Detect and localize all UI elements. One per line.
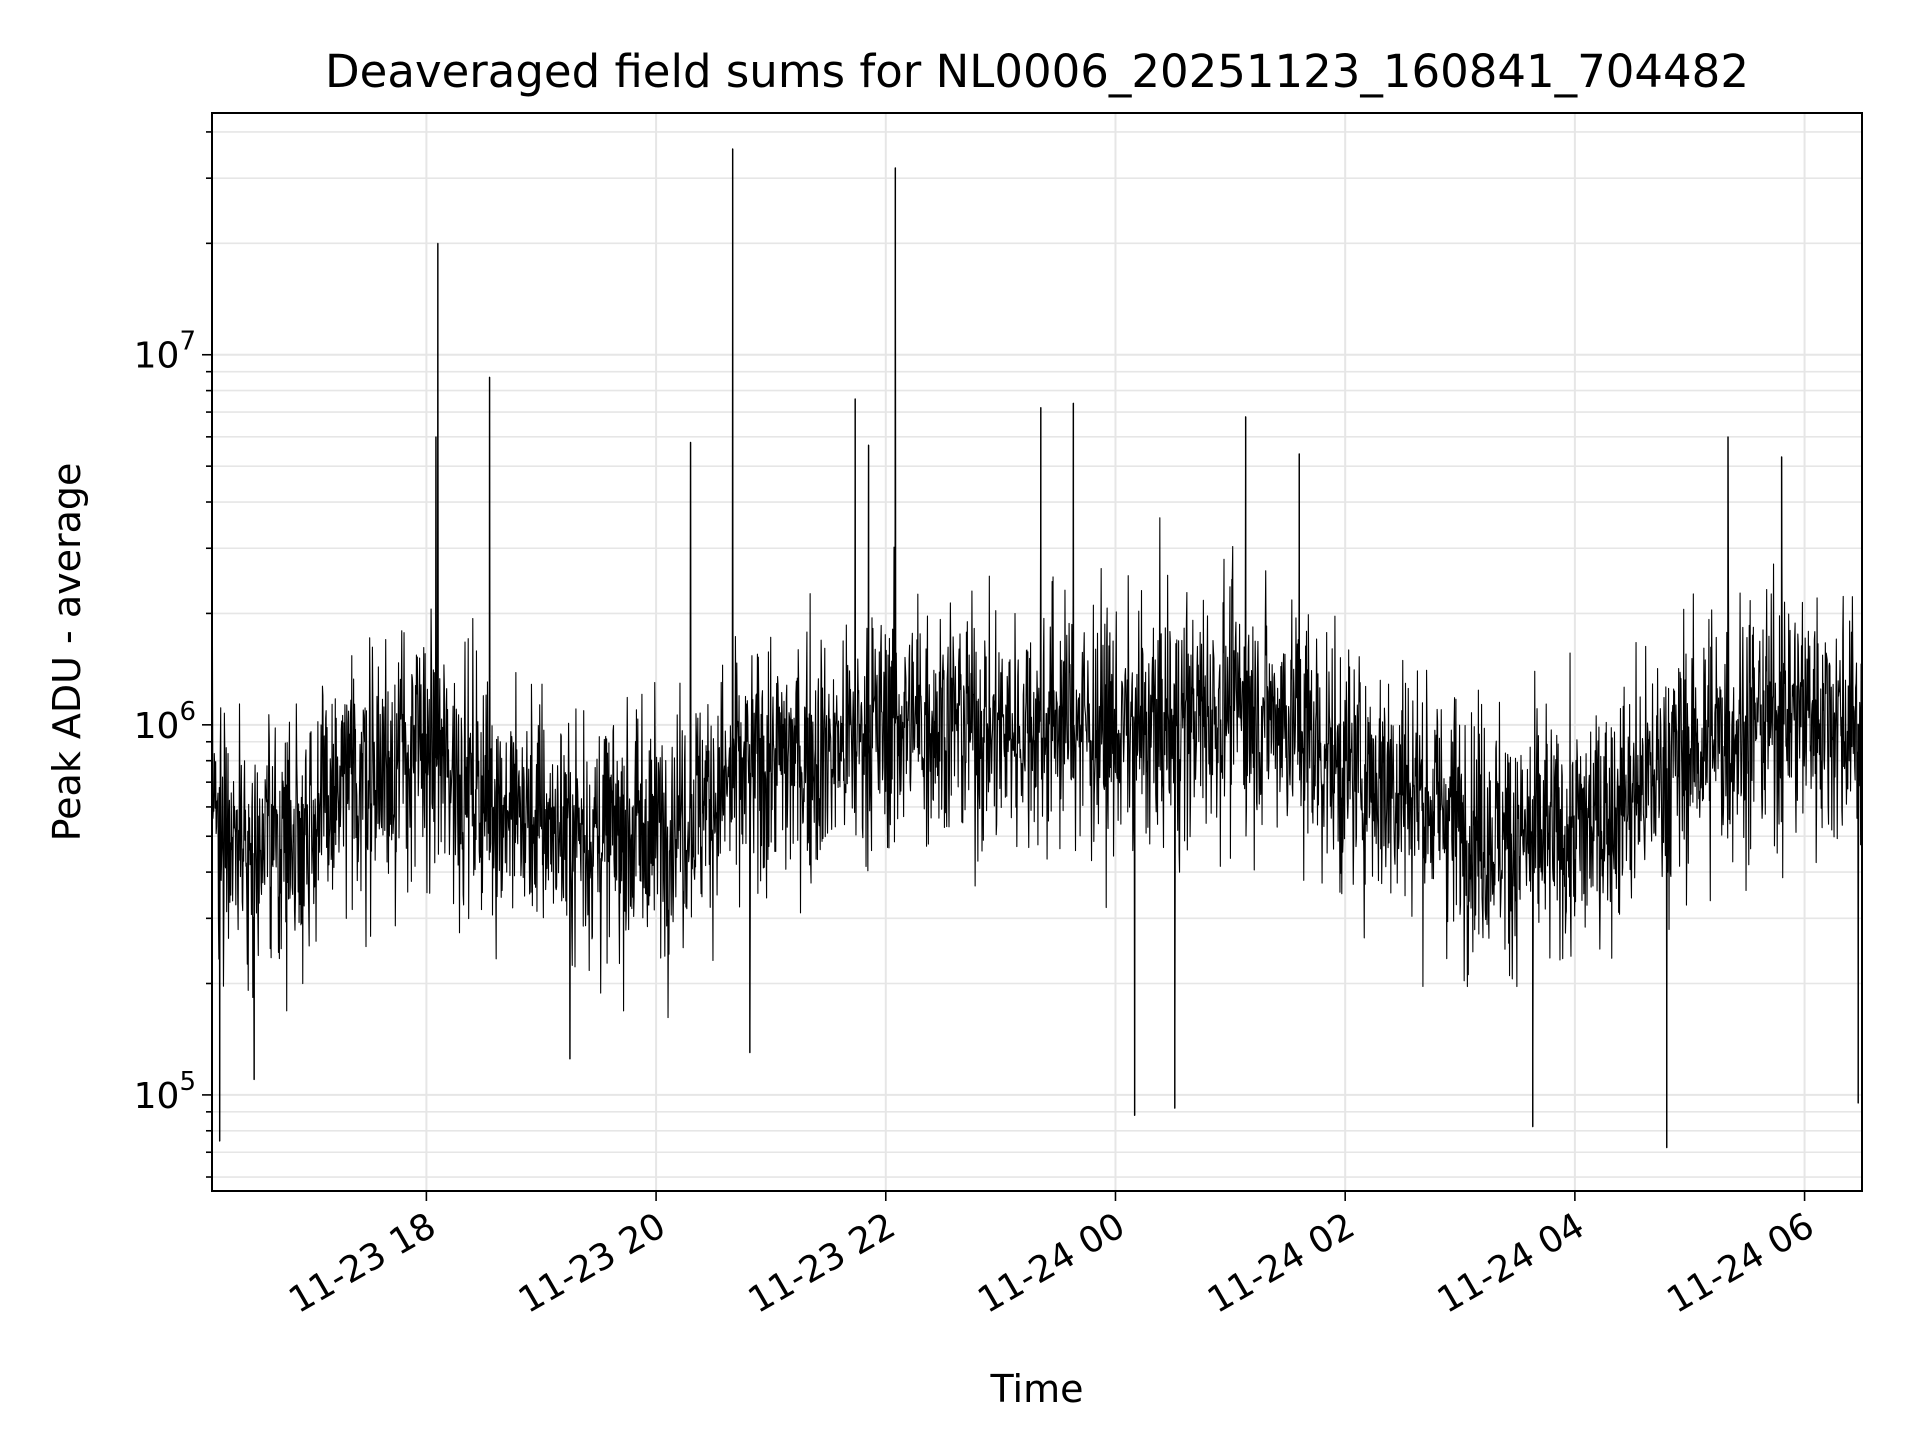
y-tick-exponent: 7	[179, 327, 196, 357]
y-tick-exponent: 5	[179, 1067, 196, 1097]
x-axis-label: Time	[990, 1367, 1084, 1411]
series-group	[212, 148, 1862, 1149]
y-tick-base: 10	[134, 336, 180, 377]
y-tick-exponent: 6	[179, 697, 196, 727]
y-tick-base: 10	[134, 706, 180, 747]
y-axis-label: Peak ADU - average	[45, 463, 89, 842]
y-tick-label: 106	[134, 697, 196, 747]
y-tick-base: 10	[134, 1076, 180, 1117]
y-tick-label: 105	[134, 1067, 196, 1117]
y-tick-label: 107	[134, 327, 196, 377]
plot-frame	[211, 112, 1863, 1192]
chart-title: Deaveraged field sums for NL0006_2025112…	[325, 45, 1749, 98]
series-line	[212, 148, 1862, 1149]
